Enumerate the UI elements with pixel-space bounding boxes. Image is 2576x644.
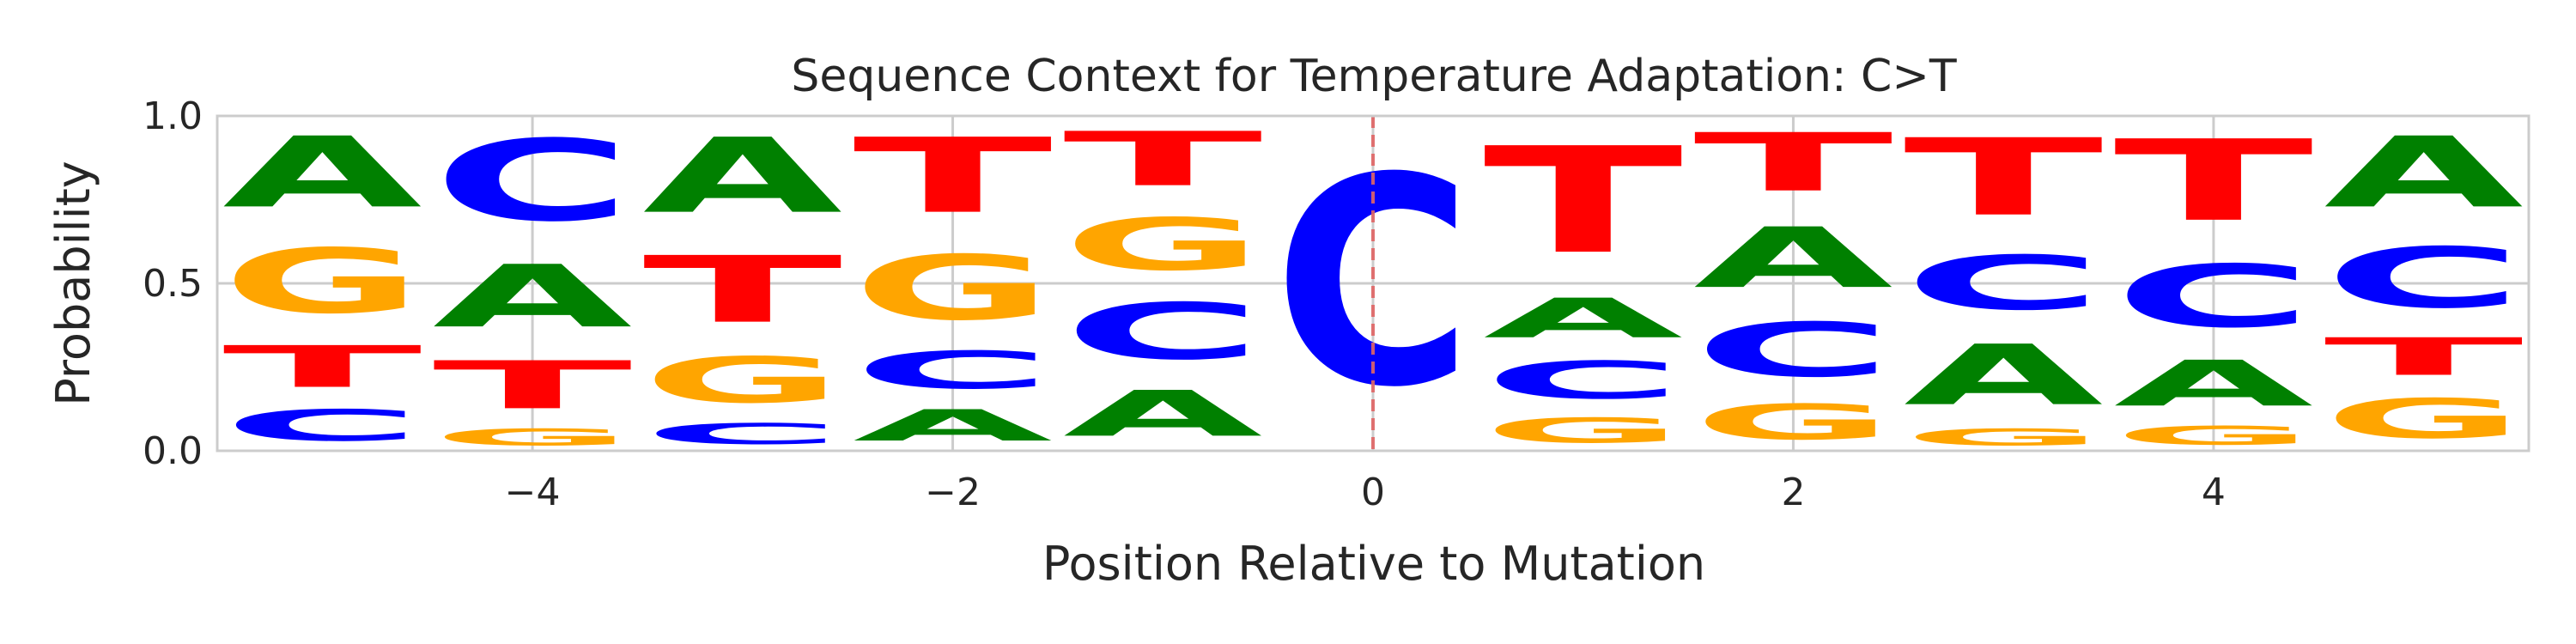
logo-letter-T: T	[1063, 116, 1262, 203]
logo-letter-T: T	[2324, 327, 2523, 387]
logo-letter-C: C	[1904, 240, 2103, 326]
logo-letter-C: C	[643, 417, 842, 451]
logo-letter-G: G	[853, 237, 1052, 340]
logo-letter-T: T	[1693, 116, 1893, 210]
logo-letter-C: C	[1693, 307, 1893, 393]
x-tick-label: 4	[2202, 471, 2226, 514]
logo-letter-C: C	[2114, 247, 2313, 347]
y-tick-label: 0.5	[143, 262, 203, 306]
plot-frame	[216, 114, 2530, 453]
logo-letter-G: G	[2324, 387, 2523, 450]
logo-letter-C: C	[853, 340, 1052, 400]
logo-letter-T: T	[1904, 117, 2105, 240]
logo-letter-A: A	[222, 116, 422, 229]
logo-letter-G: G	[2114, 421, 2313, 451]
x-axis-label: Position Relative to Mutation	[1042, 537, 1705, 591]
logo-letter-T: T	[222, 334, 422, 401]
x-tick-labels: −4 −2 0 2 4	[505, 471, 2226, 514]
logo-letter-G: G	[1483, 410, 1682, 451]
y-tick-label: 1.0	[143, 94, 203, 138]
x-tick-label: −4	[505, 471, 561, 514]
logo-letter-C: C	[1273, 116, 1473, 450]
logo-letter-T: T	[853, 117, 1052, 236]
logo-letter-A: A	[643, 116, 842, 236]
logo-letter-A: A	[1904, 327, 2103, 424]
logo-letter-C: C	[1063, 287, 1262, 377]
logo-letter-A: A	[1483, 287, 1682, 350]
x-tick-label: −2	[925, 471, 981, 514]
y-axis-label: Probability	[46, 161, 100, 405]
x-tick-label: 0	[1361, 471, 1385, 514]
logo-letter-G: G	[433, 424, 632, 451]
logo-letter-A: A	[1693, 210, 1893, 307]
y-tick-labels: 0.0 0.5 1.0	[143, 94, 203, 473]
x-tick-label: 2	[1781, 471, 1805, 514]
logo-letter-A: A	[2324, 116, 2523, 229]
logo-letter-C: C	[433, 117, 632, 246]
logo-letter-G: G	[1693, 394, 1893, 451]
logo-letter-G: G	[1063, 204, 1262, 287]
logo-letter-T: T	[643, 237, 842, 343]
logo-letter-A: A	[2114, 347, 2313, 421]
logo-letter-A: A	[433, 246, 632, 347]
logo-letter-T: T	[2114, 116, 2315, 246]
logo-letter-C: C	[1483, 350, 1682, 410]
logo-letter-A: A	[853, 401, 1052, 451]
logo-letter-C: C	[2324, 230, 2523, 326]
logo-letter-A: A	[1063, 377, 1262, 451]
chart-title: Sequence Context for Temperature Adaptat…	[791, 51, 1957, 102]
logo-letter-T: T	[1483, 116, 1684, 286]
logo-letter-T: T	[433, 348, 632, 424]
logo-letter-G: G	[222, 230, 422, 333]
logo-letter-G: G	[643, 343, 842, 416]
logo-letter-G: G	[1904, 424, 2103, 451]
y-tick-label: 0.0	[143, 429, 203, 473]
logo-letter-C: C	[222, 401, 422, 451]
